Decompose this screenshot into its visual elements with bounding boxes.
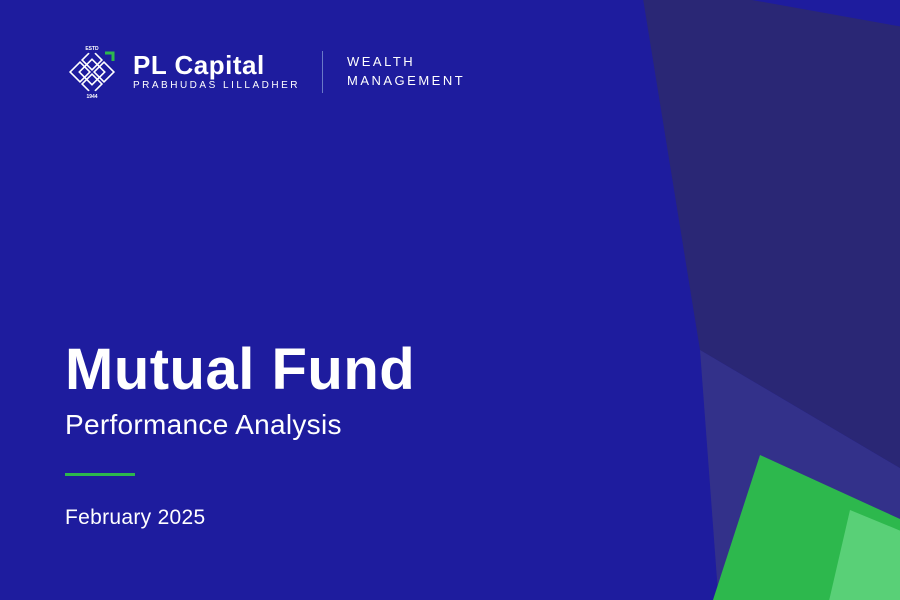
header: ESTD 1944 PL Capital PRABHUDAS LILLADHER… bbox=[65, 45, 465, 99]
sub-brand: WEALTH MANAGEMENT bbox=[347, 53, 465, 91]
brand-tagline: PRABHUDAS LILLADHER bbox=[133, 81, 300, 92]
sub-brand-line-2: MANAGEMENT bbox=[347, 72, 465, 91]
cover-page: ESTD 1944 PL Capital PRABHUDAS LILLADHER… bbox=[0, 0, 900, 600]
report-date: February 2025 bbox=[65, 506, 415, 530]
logo-text-group: PL Capital PRABHUDAS LILLADHER bbox=[133, 52, 300, 92]
brand-name: PL Capital bbox=[133, 52, 300, 79]
logo-icon: ESTD 1944 bbox=[65, 45, 119, 99]
main-title-block: Mutual Fund Performance Analysis Februar… bbox=[65, 340, 415, 530]
sub-brand-line-1: WEALTH bbox=[347, 53, 465, 72]
logo-badge-top-text: ESTD bbox=[85, 46, 99, 52]
title-underline bbox=[65, 473, 135, 476]
logo-badge-bottom-text: 1944 bbox=[86, 94, 97, 99]
page-title: Mutual Fund bbox=[65, 340, 415, 401]
logo-block: ESTD 1944 PL Capital PRABHUDAS LILLADHER bbox=[65, 45, 300, 99]
header-divider bbox=[322, 51, 323, 93]
page-subtitle: Performance Analysis bbox=[65, 409, 415, 441]
